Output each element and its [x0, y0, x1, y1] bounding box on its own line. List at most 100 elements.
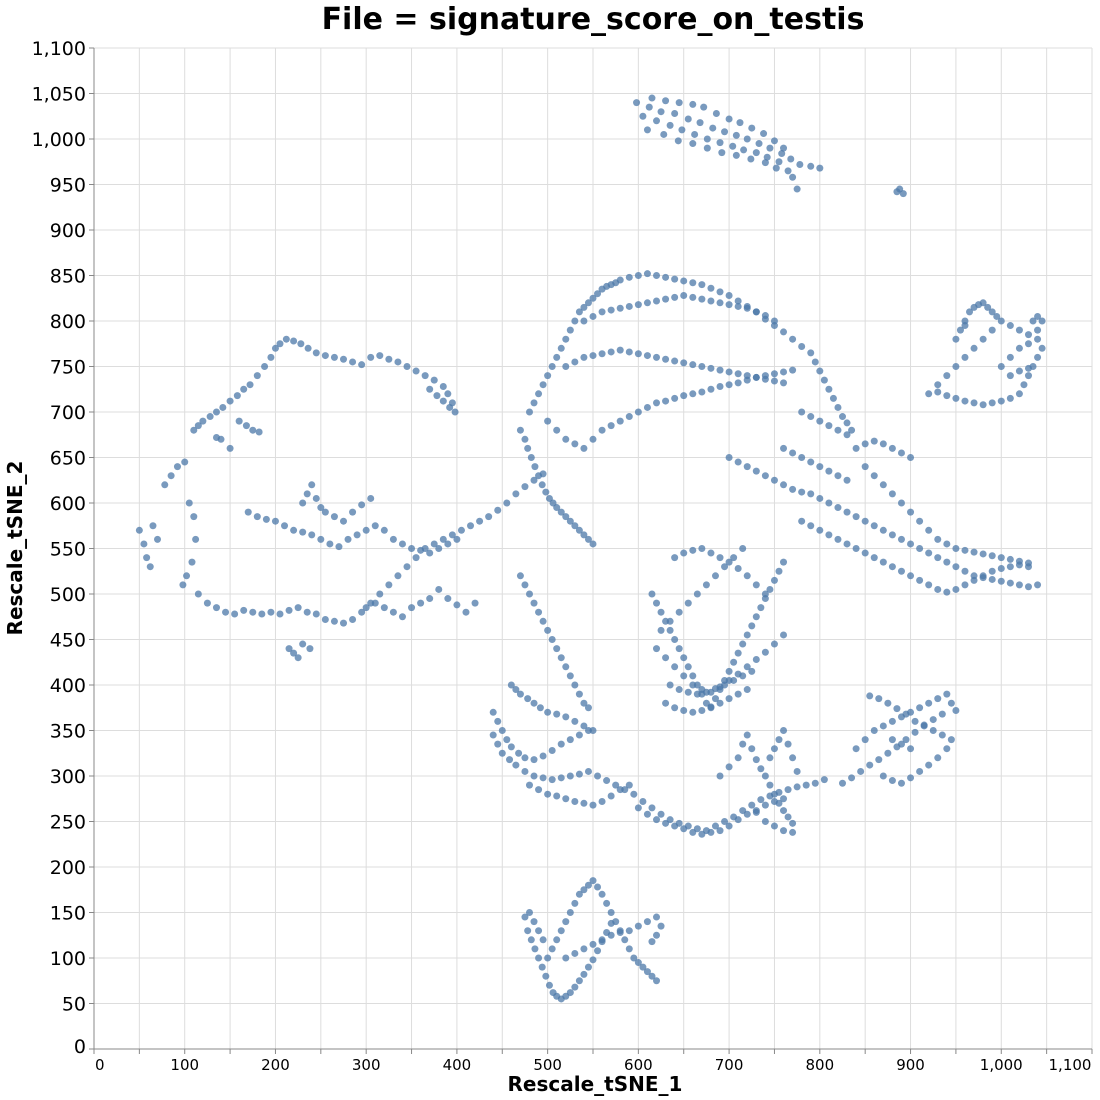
- scatter-point: [580, 886, 588, 894]
- scatter-point: [671, 822, 679, 830]
- scatter-point: [866, 692, 874, 700]
- scatter-point: [752, 149, 760, 157]
- scatter-point: [709, 124, 717, 132]
- scatter-point: [997, 317, 1005, 325]
- scatter-point: [181, 458, 189, 466]
- scatter-point: [925, 581, 933, 589]
- scatter-point: [798, 408, 806, 416]
- scatter-point: [666, 121, 674, 129]
- scatter-point: [630, 954, 638, 962]
- scatter-point: [548, 636, 556, 643]
- scatter-point: [412, 367, 420, 375]
- scatter-point: [861, 549, 869, 557]
- y-tick-label: 900: [50, 220, 86, 242]
- scatter-point: [761, 772, 769, 780]
- scatter-point: [861, 440, 869, 448]
- scatter-point: [934, 754, 942, 762]
- scatter-point: [780, 727, 788, 734]
- scatter-point: [839, 413, 846, 421]
- scatter-point: [516, 426, 524, 434]
- scatter-point: [430, 376, 438, 384]
- scatter-point: [1015, 581, 1023, 589]
- scatter-point: [544, 954, 552, 962]
- scatter-point: [566, 517, 574, 525]
- scatter-point: [747, 155, 755, 163]
- scatter-point: [721, 818, 729, 825]
- scatter-point: [589, 540, 597, 548]
- scatter-point: [943, 372, 951, 380]
- scatter-point: [718, 149, 726, 157]
- scatter-point: [584, 963, 592, 971]
- scatter-point: [740, 146, 748, 154]
- scatter-point: [521, 483, 529, 491]
- scatter-point: [639, 797, 647, 805]
- scatter-point: [653, 353, 661, 361]
- scatter-point: [911, 717, 919, 725]
- scatter-point: [755, 140, 763, 148]
- scatter-point: [770, 317, 778, 325]
- scatter-point: [1015, 390, 1023, 398]
- scatter-point: [446, 403, 454, 411]
- scatter-point: [403, 363, 411, 370]
- x-tick-label: 800: [805, 1056, 834, 1074]
- scatter-point: [843, 476, 851, 484]
- scatter-point: [879, 526, 887, 534]
- scatter-point: [825, 499, 833, 507]
- scatter-point: [743, 663, 751, 671]
- scatter-point: [548, 363, 556, 370]
- scatter-point: [934, 695, 942, 703]
- scatter-point: [1038, 344, 1046, 352]
- scatter-point: [734, 690, 742, 698]
- scatter-point: [1029, 317, 1037, 325]
- scatter-point: [952, 585, 960, 593]
- scatter-point: [734, 754, 742, 762]
- scatter-point: [571, 681, 579, 689]
- scatter-point: [376, 590, 384, 598]
- scatter-point: [439, 383, 447, 391]
- scatter-point: [660, 130, 668, 138]
- scatter-point: [934, 388, 942, 396]
- scatter-point: [584, 704, 592, 712]
- scatter-point: [553, 710, 561, 718]
- scatter-point: [711, 685, 719, 693]
- scatter-point: [770, 822, 778, 830]
- scatter-point: [544, 626, 552, 634]
- scatter-point: [761, 159, 769, 167]
- scatter-point: [711, 822, 719, 830]
- scatter-point: [524, 927, 532, 935]
- scatter-point: [194, 590, 202, 598]
- scatter-point: [966, 308, 974, 316]
- scatter-point: [739, 740, 747, 748]
- scatter-point: [643, 403, 651, 411]
- scatter-point: [340, 619, 347, 627]
- scatter-point: [888, 563, 896, 571]
- scatter-point: [993, 312, 1001, 320]
- scatter-point: [802, 781, 810, 789]
- scatter-point: [562, 513, 570, 521]
- scatter-point: [736, 119, 744, 127]
- scatter-point: [816, 367, 824, 375]
- scatter-point: [571, 983, 579, 991]
- scatter-point: [961, 546, 969, 554]
- scatter-point: [861, 463, 869, 471]
- scatter-point: [192, 535, 200, 543]
- scatter-point: [439, 397, 447, 405]
- scatter-point: [367, 353, 375, 361]
- scatter-point: [603, 777, 611, 785]
- scatter-point: [956, 326, 964, 334]
- scatter-point: [430, 540, 438, 548]
- y-tick-label: 850: [50, 266, 86, 288]
- scatter-point: [807, 490, 815, 498]
- scatter-point: [748, 745, 756, 753]
- scatter-point: [843, 508, 851, 516]
- scatter-point: [494, 717, 502, 725]
- scatter-point: [770, 377, 778, 385]
- scatter-point: [143, 554, 151, 562]
- scatter-point: [748, 622, 756, 630]
- scatter-point: [662, 355, 670, 363]
- scatter-point: [1006, 563, 1014, 571]
- scatter-point: [761, 375, 769, 383]
- scatter-point: [757, 796, 765, 804]
- scatter-point: [689, 140, 697, 148]
- scatter-point: [417, 599, 425, 607]
